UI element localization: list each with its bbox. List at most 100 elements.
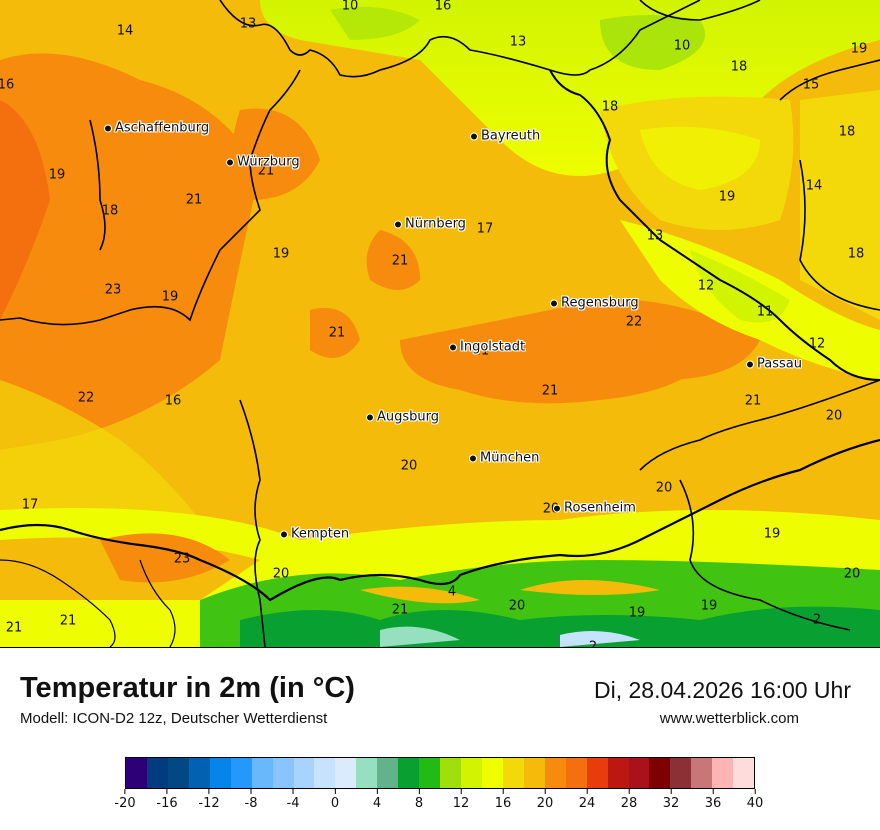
city-name: Nürnberg [405, 216, 466, 232]
temperature-label: 13 [509, 34, 527, 50]
city-name: Passau [757, 356, 802, 372]
temperature-label: 16 [434, 0, 452, 14]
temperature-label: 19 [161, 289, 179, 305]
temperature-label: 20 [508, 598, 526, 614]
legend-color-segment [293, 758, 315, 788]
city-name: Augsburg [377, 409, 440, 425]
legend-tick: 0 [331, 789, 339, 811]
city-name: Regensburg [561, 295, 639, 311]
legend-color-segment [461, 758, 482, 788]
legend-tick-label: -16 [156, 796, 178, 811]
legend-tick-label: 36 [704, 796, 722, 811]
legend-color-segment [335, 758, 357, 788]
legend-tick: -20 [114, 789, 136, 811]
temperature-label: 2 [812, 612, 822, 628]
legend-color-segment [167, 758, 189, 788]
legend-tick: -16 [156, 789, 178, 811]
city-dot-icon [746, 360, 754, 368]
website-link[interactable]: www.wetterblick.com [659, 710, 799, 727]
city-name: München [480, 450, 540, 466]
legend-tick-label: -20 [114, 796, 136, 811]
temperature-label: 22 [77, 390, 95, 406]
legend-color-segment [649, 758, 671, 788]
temperature-label: 21 [257, 163, 275, 179]
temperature-label: 17 [476, 221, 494, 237]
model-subtitle: Modell: ICON-D2 12z, Deutscher Wetterdie… [20, 710, 328, 727]
temperature-label: 14 [116, 23, 134, 39]
city-name: Kempten [291, 526, 350, 542]
city-marker: Bayreuth [470, 129, 540, 144]
legend-tick-label: -4 [286, 796, 300, 811]
legend-color-segment [272, 758, 294, 788]
legend-color-segment [544, 758, 566, 788]
temperature-label: 13 [239, 16, 257, 32]
legend-color-segment [502, 758, 524, 788]
temperature-label: 18 [101, 203, 119, 219]
city-dot-icon [104, 124, 112, 132]
city-dot-icon [550, 299, 558, 307]
legend-color-segment [607, 758, 629, 788]
legend-tick: 40 [746, 789, 764, 811]
legend-tick: 12 [452, 789, 470, 811]
legend-color-segment [356, 758, 378, 788]
city-marker: München [469, 451, 539, 466]
temperature-label: 20 [400, 458, 418, 474]
city-marker: Ingolstadt [449, 340, 525, 355]
city-name: Ingolstadt [460, 339, 526, 355]
temperature-label: 23 [104, 282, 122, 298]
legend-tick: 4 [373, 789, 381, 811]
legend-color-segment [481, 758, 503, 788]
city-name: Aschaffenburg [115, 120, 210, 136]
temperature-label: 21 [185, 192, 203, 208]
city-marker: Augsburg [366, 410, 439, 425]
temperature-label: 19 [850, 41, 868, 57]
legend-tick-label: 4 [372, 796, 382, 811]
temperature-label: 21 [59, 613, 77, 629]
legend-tick-label: 28 [620, 796, 638, 811]
temperature-label: 21 [328, 325, 346, 341]
legend-tick-label: 40 [746, 796, 764, 811]
legend-tick-label: -8 [244, 796, 258, 811]
city-dot-icon [449, 343, 457, 351]
legend-color-segment [314, 758, 336, 788]
legend-color-segment [251, 758, 273, 788]
temperature-label: 20 [825, 408, 843, 424]
color-legend-ticks: -20 -16 -12 -8 -4 0 4 8 12 16 20 24 28 32 36 40 [114, 789, 763, 819]
legend-color-segment [628, 758, 650, 788]
city-dot-icon [553, 504, 561, 512]
legend-tick: 36 [704, 789, 722, 811]
legend-color-segment [377, 758, 399, 788]
legend-color-segment [586, 758, 608, 788]
temperature-label: 23 [173, 551, 191, 567]
legend-tick: -4 [286, 789, 300, 811]
legend-tick-label: -12 [198, 796, 220, 811]
legend-tick: 24 [579, 789, 595, 811]
legend-tick-label: 12 [452, 796, 470, 811]
temperature-label: 19 [700, 598, 718, 614]
legend-tick-label: 8 [414, 796, 424, 811]
map-title: Temperatur in 2m (in °C) [20, 672, 355, 704]
temperature-label: 16 [164, 393, 182, 409]
temperature-label: 20 [272, 566, 290, 582]
city-name: Würzburg [237, 154, 300, 170]
color-legend-bar [125, 757, 755, 789]
temperature-label: 18 [601, 99, 619, 115]
temperature-label: 19 [272, 246, 290, 262]
temperature-label: 14 [805, 178, 823, 194]
city-dot-icon [226, 158, 234, 166]
legend-color-segment [146, 758, 168, 788]
temperature-label: 2 [588, 639, 598, 648]
city-marker: Aschaffenburg [104, 121, 209, 136]
city-marker: Regensburg [550, 296, 639, 311]
legend-tick: 32 [663, 789, 679, 811]
legend-color-segment [188, 758, 210, 788]
valid-datetime: Di, 28.04.2026 16:00 Uhr [593, 677, 851, 703]
legend-color-segment [398, 758, 420, 788]
legend-color-segment [565, 758, 587, 788]
temperature-label: 13 [646, 228, 664, 244]
city-dot-icon [469, 454, 477, 462]
temperature-label: 10 [673, 38, 691, 54]
legend-tick: 8 [415, 789, 423, 811]
legend-tick: -8 [244, 789, 258, 811]
legend-color-segment [419, 758, 441, 788]
